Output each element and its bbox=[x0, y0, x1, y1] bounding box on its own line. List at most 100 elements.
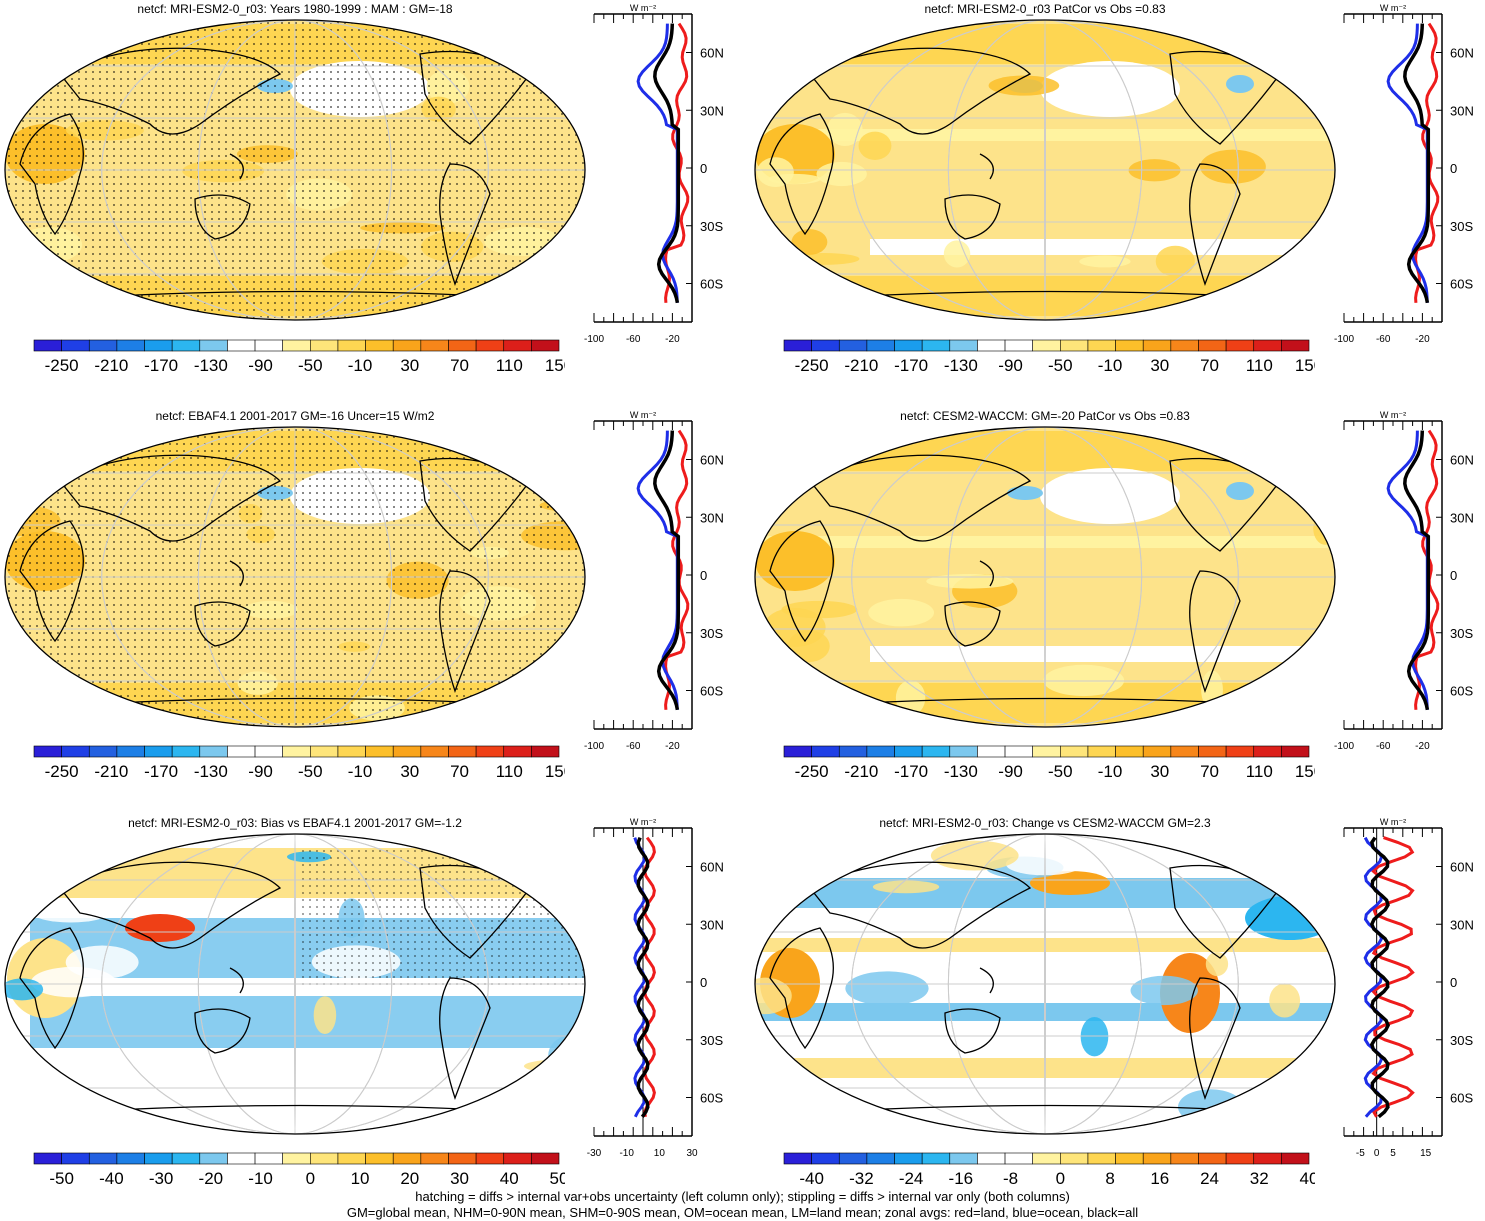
panel-3-map bbox=[4, 426, 586, 728]
panel-3-colorbar: -250 -210 -170 -130 -90 -50 -10 30 70 110 150 bbox=[33, 745, 565, 781]
zonal-lat-label: 30S bbox=[1450, 219, 1473, 234]
colorbar-swatch bbox=[475, 1152, 505, 1165]
colorbar-swatch bbox=[171, 339, 201, 352]
colorbar-swatch bbox=[838, 339, 868, 352]
colorbar-swatch bbox=[894, 1152, 923, 1165]
zonal-line-all bbox=[1369, 836, 1391, 1119]
colorbar-tick-label: 150 bbox=[545, 356, 565, 375]
contour-region bbox=[872, 880, 940, 894]
panel-3-zonal-plot: -100 -60 -20 W m⁻² 60N 30N 0 30S 60S bbox=[584, 410, 724, 752]
zonal-unit-label: W m⁻² bbox=[1380, 410, 1406, 420]
colorbar-tick-label: -130 bbox=[194, 762, 228, 781]
colorbar-swatch bbox=[254, 1152, 283, 1165]
zonal-x-tick-label: -100 bbox=[1334, 334, 1354, 345]
graticule-line bbox=[1044, 427, 1046, 727]
contour-region bbox=[816, 161, 867, 187]
colorbar-tick-label: -210 bbox=[844, 762, 878, 781]
map-border bbox=[4, 833, 586, 1135]
colorbar-tick-label: 30 bbox=[400, 762, 419, 781]
zonal-x-tick-label: -60 bbox=[626, 334, 641, 345]
contour-region bbox=[313, 996, 337, 1035]
colorbar-tick-label: -210 bbox=[94, 356, 128, 375]
colorbar-swatch bbox=[1032, 745, 1061, 758]
colorbar-tick-label: 40 bbox=[1300, 1169, 1315, 1188]
zonal-lat-label: 60S bbox=[1450, 277, 1473, 292]
colorbar-swatch bbox=[88, 1152, 118, 1165]
colorbar-swatch bbox=[116, 339, 145, 352]
zonal-x-tick-label: 10 bbox=[654, 1148, 666, 1159]
colorbar-tick-label: -8 bbox=[1003, 1169, 1018, 1188]
zonal-line-land bbox=[1371, 836, 1415, 1118]
colorbar-tick-label: -170 bbox=[144, 356, 178, 375]
colorbar-tick-label: 8 bbox=[1105, 1169, 1114, 1188]
colorbar-swatch bbox=[116, 745, 145, 758]
zonal-lat-label: 60S bbox=[1450, 1091, 1473, 1106]
colorbar-swatch bbox=[1253, 745, 1282, 758]
colorbar-swatch bbox=[144, 745, 173, 758]
colorbar-tick-label: -250 bbox=[45, 356, 79, 375]
colorbar-tick-label: -10 bbox=[248, 1169, 273, 1188]
colorbar-swatch bbox=[420, 745, 449, 758]
zonal-unit-label: W m⁻² bbox=[1380, 817, 1406, 827]
colorbar-swatch bbox=[783, 1152, 812, 1165]
colorbar-swatch bbox=[1087, 339, 1116, 352]
colorbar-tick-label: -250 bbox=[45, 762, 79, 781]
coastline bbox=[808, 47, 1032, 135]
colorbar-swatch bbox=[33, 1152, 62, 1165]
contour-region bbox=[1269, 983, 1301, 1018]
map-border bbox=[754, 19, 1336, 321]
coastline bbox=[1169, 457, 1281, 552]
colorbar-swatch bbox=[1170, 745, 1199, 758]
colorbar-swatch bbox=[949, 1152, 978, 1165]
colorbar-tick-label: -130 bbox=[944, 762, 978, 781]
zonal-lat-label: 0 bbox=[700, 161, 707, 176]
colorbar-swatch bbox=[33, 339, 62, 352]
footer-note-legend: GM=global mean, NHM=0-90N mean, SHM=0-90… bbox=[346, 1205, 1139, 1220]
zonal-x-tick-label: -5 bbox=[1356, 1148, 1365, 1159]
colorbar-swatch bbox=[531, 1152, 560, 1165]
map-border bbox=[4, 19, 586, 321]
contour-region bbox=[781, 600, 858, 619]
graticule-line bbox=[197, 427, 393, 727]
colorbar-tick-label: -90 bbox=[248, 356, 273, 375]
colorbar-swatch bbox=[811, 1152, 840, 1165]
colorbar-swatch bbox=[282, 339, 311, 352]
zonal-x-tick-label: 5 bbox=[1390, 1148, 1396, 1159]
colorbar-tick-label: 30 bbox=[400, 356, 419, 375]
colorbar-tick-label: 30 bbox=[1150, 356, 1169, 375]
colorbar-tick-label: -50 bbox=[1048, 356, 1073, 375]
coastline bbox=[439, 163, 491, 286]
colorbar-tick-label: -10 bbox=[348, 356, 373, 375]
colorbar-swatch bbox=[365, 339, 394, 352]
colorbar-swatch bbox=[392, 339, 422, 352]
colorbar-tick-label: 16 bbox=[1150, 1169, 1169, 1188]
colorbar-tick-label: 0 bbox=[306, 1169, 315, 1188]
colorbar-swatch bbox=[1253, 1152, 1282, 1165]
zonal-line-land bbox=[664, 22, 690, 303]
coastline bbox=[979, 153, 994, 180]
colorbar-tick-label: -130 bbox=[194, 356, 228, 375]
colorbar-swatch bbox=[199, 745, 228, 758]
colorbar-swatch bbox=[420, 339, 449, 352]
colorbar-swatch bbox=[1281, 745, 1310, 758]
colorbar-swatch bbox=[310, 339, 339, 352]
contour-region bbox=[1155, 245, 1195, 277]
zonal-lat-label: 30N bbox=[1450, 510, 1474, 525]
colorbar-swatch bbox=[199, 339, 228, 352]
colorbar-swatch bbox=[337, 1152, 366, 1165]
coastline bbox=[1169, 50, 1281, 145]
panel-2-colorbar: -250 -210 -170 -130 -90 -50 -10 30 70 110 150 bbox=[783, 339, 1315, 375]
colorbar-swatch bbox=[475, 339, 505, 352]
contour-region bbox=[1130, 975, 1198, 1006]
colorbar-swatch bbox=[1225, 745, 1255, 758]
colorbar-swatch bbox=[227, 1152, 256, 1165]
colorbar-swatch bbox=[310, 745, 339, 758]
colorbar-swatch bbox=[1198, 339, 1227, 352]
colorbar-swatch bbox=[392, 1152, 422, 1165]
zonal-unit-label: W m⁻² bbox=[1380, 3, 1406, 13]
panel-1-title: netcf: MRI-ESM2-0_r03: Years 1980-1999 :… bbox=[137, 2, 453, 16]
zonal-lat-label: 60S bbox=[700, 684, 723, 699]
contour-region bbox=[926, 574, 1014, 589]
colorbar-swatch bbox=[1253, 339, 1282, 352]
graticule-line bbox=[197, 20, 393, 320]
